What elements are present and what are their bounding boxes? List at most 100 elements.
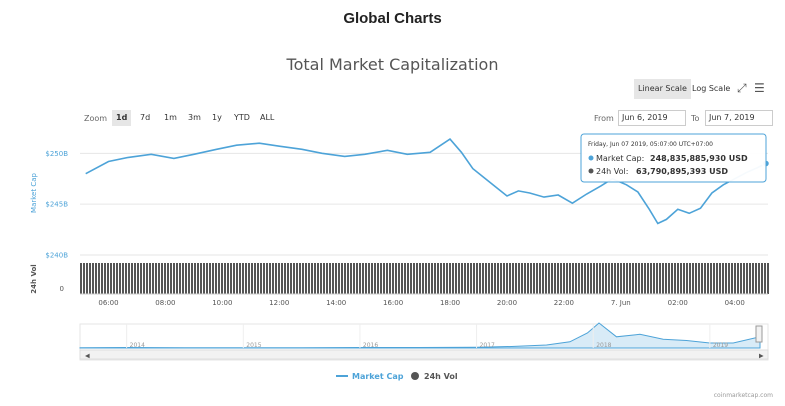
- volume-bar: [710, 263, 712, 294]
- volume-bar: [434, 263, 436, 294]
- volume-bar: [437, 263, 439, 294]
- volume-bar: [245, 263, 247, 294]
- volume-bar: [476, 263, 478, 294]
- volume-bar: [197, 263, 199, 294]
- volume-bar: [653, 263, 655, 294]
- volume-bar: [584, 263, 586, 294]
- zoom-1d-button[interactable]: 1d: [112, 110, 132, 126]
- volume-bar: [686, 263, 688, 294]
- volume-bar: [110, 263, 112, 294]
- zoom-1m-button[interactable]: 1m: [164, 113, 177, 122]
- volume-bar: [272, 263, 274, 294]
- volume-bar: [644, 263, 646, 294]
- volume-bar: [572, 263, 574, 294]
- linear-scale-button[interactable]: Linear Scale: [634, 79, 691, 99]
- volume-bar: [113, 263, 115, 294]
- zoom-1y-button[interactable]: 1y: [212, 113, 222, 122]
- volume-bar: [224, 263, 226, 294]
- volume-bar: [629, 263, 631, 294]
- navigator-scrollbar[interactable]: [79, 349, 769, 360]
- volume-bar: [443, 263, 445, 294]
- volume-bar: [587, 263, 589, 294]
- scroll-right-icon[interactable]: ▶: [759, 353, 764, 360]
- volume-bar: [440, 263, 442, 294]
- y-tick-label: $250B: [45, 150, 68, 158]
- volume-bar: [746, 263, 748, 294]
- legend-market-cap-label[interactable]: Market Cap: [352, 372, 404, 381]
- volume-bar: [308, 263, 310, 294]
- volume-bar: [551, 263, 553, 294]
- from-date-input[interactable]: Jun 6, 2019: [618, 110, 686, 126]
- volume-bar: [389, 263, 391, 294]
- volume-bar: [617, 263, 619, 294]
- volume-bar: [740, 263, 742, 294]
- volume-bar: [317, 263, 319, 294]
- volume-bar: [107, 263, 109, 294]
- volume-bar: [179, 263, 181, 294]
- volume-bar: [392, 263, 394, 294]
- tooltip-market-cap-label: Market Cap:: [596, 154, 644, 163]
- volume-bar: [701, 263, 703, 294]
- volume-bar: [386, 263, 388, 294]
- volume-bar: [449, 263, 451, 294]
- volume-bar: [593, 263, 595, 294]
- legend-volume-label[interactable]: 24h Vol: [424, 372, 458, 381]
- hamburger-menu-icon[interactable]: ☰: [754, 81, 765, 95]
- volume-bar: [734, 263, 736, 294]
- volume-bar: [548, 263, 550, 294]
- to-date-input[interactable]: Jun 7, 2019: [705, 110, 773, 126]
- expand-icon[interactable]: ⤢: [737, 81, 747, 95]
- volume-bar: [479, 263, 481, 294]
- volume-bar: [416, 263, 418, 294]
- volume-bar: [755, 263, 757, 294]
- volume-bar: [305, 263, 307, 294]
- volume-bar: [194, 263, 196, 294]
- volume-bar: [575, 263, 577, 294]
- volume-bar: [446, 263, 448, 294]
- volume-bar: [668, 263, 670, 294]
- scroll-left-icon[interactable]: ◀: [85, 353, 90, 360]
- volume-bar: [200, 263, 202, 294]
- volume-bar: [707, 263, 709, 294]
- volume-bar: [227, 263, 229, 294]
- volume-bar: [698, 263, 700, 294]
- volume-bar: [215, 263, 217, 294]
- volume-bar: [158, 263, 160, 294]
- volume-bar: [83, 263, 85, 294]
- y-axis-title: Market Cap: [30, 172, 38, 212]
- hover-point[interactable]: [761, 159, 771, 168]
- legend[interactable]: Market Cap 24h Vol: [336, 372, 458, 381]
- x-tick-label: 04:00: [725, 299, 745, 307]
- volume-bar: [287, 263, 289, 294]
- tooltip: Friday, Jun 07 2019, 05:07:00 UTC+07:00 …: [580, 133, 767, 183]
- volume-bar: [119, 263, 121, 294]
- zoom-all-button[interactable]: ALL: [260, 113, 275, 122]
- log-scale-button[interactable]: Log Scale: [692, 84, 731, 93]
- legend-volume-swatch: [411, 372, 419, 380]
- volume-bar: [665, 263, 667, 294]
- volume-bar: [695, 263, 697, 294]
- volume-bar: [221, 263, 223, 294]
- navigator-handle[interactable]: [755, 325, 763, 343]
- volume-bar: [122, 263, 124, 294]
- x-tick-label: 22:00: [554, 299, 574, 307]
- zoom-ytd-button[interactable]: YTD: [234, 113, 250, 122]
- volume-bar: [542, 263, 544, 294]
- volume-bar: [485, 263, 487, 294]
- volume-bar: [452, 263, 454, 294]
- zoom-7d-button[interactable]: 7d: [140, 113, 151, 122]
- volume-bar: [590, 263, 592, 294]
- volume-bar: [80, 263, 82, 294]
- volume-bar: [674, 263, 676, 294]
- volume-bar: [683, 263, 685, 294]
- volume-bar: [638, 263, 640, 294]
- volume-bar: [422, 263, 424, 294]
- volume-bar: [401, 263, 403, 294]
- volume-bar: [494, 263, 496, 294]
- volume-bar: [233, 263, 235, 294]
- volume-bar: [98, 263, 100, 294]
- volume-bar: [602, 263, 604, 294]
- zoom-3m-button[interactable]: 3m: [188, 113, 201, 122]
- volume-bar: [722, 263, 724, 294]
- volume-bar: [170, 263, 172, 294]
